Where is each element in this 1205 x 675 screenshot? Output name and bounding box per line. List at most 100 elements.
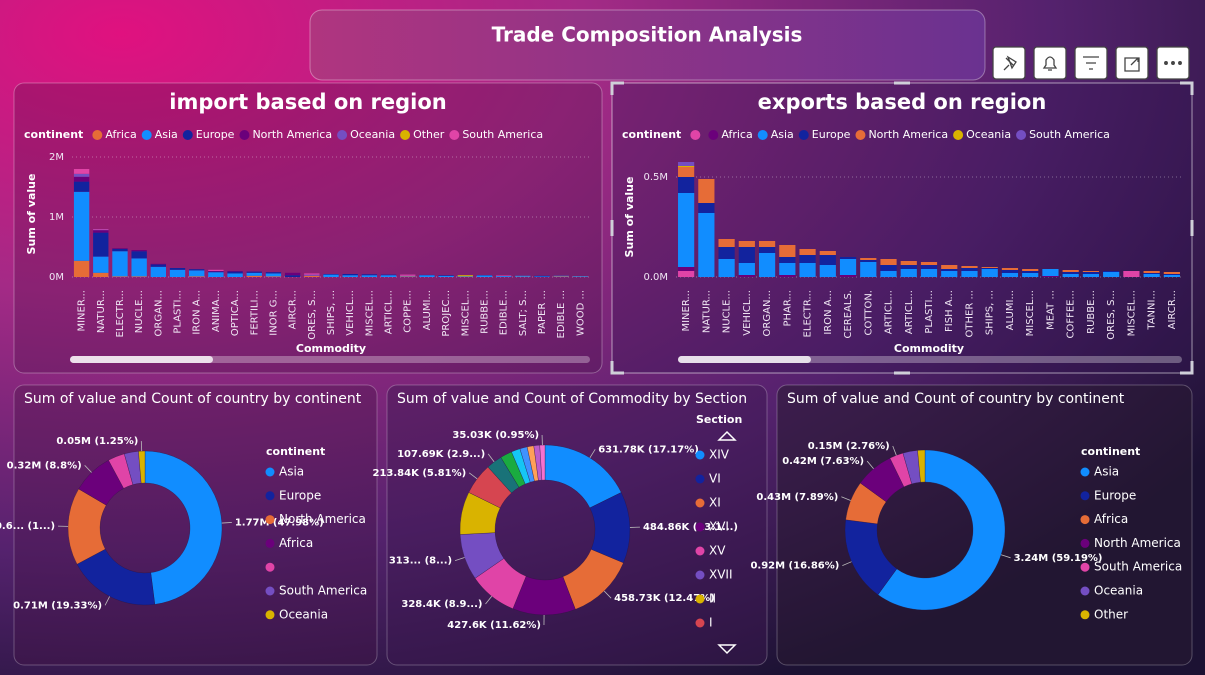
data-label: 313... (8...): [389, 556, 452, 567]
data-label: 0.43M (7.89%): [756, 492, 838, 503]
legend-swatch: [695, 474, 705, 484]
bar-segment: [304, 273, 320, 275]
bar-segment: [779, 275, 796, 277]
bar-segment: [920, 262, 938, 265]
data-label: 427.6K (11.62%): [447, 620, 541, 631]
x-tick-label: WOOD ...: [575, 290, 586, 336]
handle[interactable]: [610, 81, 1194, 375]
bar-segment: [476, 275, 493, 277]
legend-label: Africa: [1094, 512, 1128, 526]
bar-segment: [1042, 276, 1059, 277]
bar-segment: [981, 267, 998, 268]
bar-segment: [457, 275, 473, 277]
bar-segment: [150, 266, 167, 277]
bar-segment: [698, 179, 715, 203]
bar-segment: [1001, 268, 1019, 270]
bar-segment: [1042, 269, 1059, 276]
pin-button[interactable]: [992, 46, 1026, 80]
legend-swatch: [1016, 130, 1027, 140]
bar-segment: [227, 273, 243, 277]
bar-segment: [112, 248, 128, 249]
legend-swatch: [1080, 538, 1090, 548]
bar-segment: [1082, 274, 1100, 277]
bar-segment: [73, 169, 90, 174]
bar-segment: [208, 271, 224, 272]
x-axis-title: Commodity: [296, 342, 366, 355]
legend-swatch: [265, 562, 275, 572]
data-label: 35.03K (0.95%): [452, 430, 539, 441]
x-tick-label: AIRCR...: [1167, 290, 1178, 329]
x-tick-label: COFFEE...: [1066, 290, 1077, 339]
bar-segment: [779, 257, 796, 263]
bar-segment: [323, 274, 339, 275]
legend-swatch: [953, 130, 964, 140]
bar-segment: [419, 275, 435, 277]
x-tick-label: COPPE...: [403, 290, 414, 333]
legend-label: North America: [252, 128, 332, 141]
bar-segment: [93, 229, 109, 231]
bar-segment: [1143, 271, 1160, 273]
bar-segment: [920, 265, 938, 269]
x-tick-label: ELECTR...: [803, 290, 814, 337]
legend-swatch: [695, 594, 705, 604]
bar-segment: [169, 268, 186, 270]
legend-swatch: [265, 467, 275, 477]
bar-segment: [860, 258, 877, 260]
legend-scroll-down[interactable]: [717, 644, 737, 655]
legend-swatch: [265, 515, 275, 525]
legend-swatch: [708, 130, 719, 140]
x-tick-label: MINER...: [681, 290, 692, 332]
bar-segment: [73, 181, 90, 192]
bar-segment: [718, 247, 735, 259]
chart-title: Sum of value and Count of Commodity by S…: [397, 391, 747, 407]
x-tick-label: ANIMA...: [211, 290, 222, 332]
bar-segment: [738, 263, 755, 275]
legend-scroll-up[interactable]: [717, 430, 737, 441]
donut-slice: [144, 450, 223, 605]
focus-button[interactable]: [1115, 46, 1149, 80]
bar-segment: [553, 275, 569, 277]
bar-segment: [380, 275, 397, 277]
legend-label: Asia: [1094, 465, 1119, 479]
x-tick-label: MISCEL...: [364, 290, 375, 336]
data-label: 3.24M (59.19%): [1014, 553, 1103, 564]
bar-segment: [678, 177, 695, 193]
bar-segment: [1022, 271, 1039, 273]
bar-segment: [400, 274, 416, 276]
bar-segment: [1103, 272, 1120, 277]
dot: [1171, 61, 1175, 65]
x-tick-label: ELECTR...: [115, 290, 126, 337]
donut-slice: [138, 450, 146, 484]
leader-line: [841, 496, 851, 501]
bar-segment: [941, 271, 958, 277]
chart-title: Sum of value and Count of country by con…: [787, 391, 1125, 407]
bar-segment: [860, 260, 877, 262]
scrollbar-thumb[interactable]: [678, 356, 811, 363]
bar-segment: [1103, 271, 1120, 272]
legend-swatch: [265, 586, 275, 596]
scrollbar-thumb[interactable]: [70, 356, 213, 363]
bar-segment: [1123, 271, 1140, 277]
x-tick-label: SHIPS, ...: [985, 290, 996, 335]
data-label: 1.77M (47.98%): [235, 517, 324, 528]
bar-segment: [1022, 273, 1039, 277]
y-tick-label: 0.5M: [643, 172, 668, 183]
alert-button[interactable]: [1033, 46, 1067, 80]
x-tick-label: COTTON.: [863, 290, 874, 335]
bar-segment: [1082, 272, 1100, 274]
bar-segment: [208, 269, 224, 271]
legend-title: continent: [24, 128, 83, 141]
bar-segment: [246, 275, 262, 277]
x-tick-label: OTHER ...: [964, 290, 975, 337]
bar-segment: [93, 272, 109, 277]
legend-label: South America: [1094, 560, 1182, 574]
legend-title: continent: [622, 128, 681, 141]
legend-swatch: [239, 130, 250, 140]
bar-segment: [304, 274, 320, 276]
bar-segment: [284, 275, 301, 277]
x-tick-label: ALUMI...: [1005, 290, 1016, 330]
bar-segment: [112, 276, 128, 277]
legend-label: XVI: [709, 520, 729, 534]
bar-segment: [131, 250, 147, 252]
y-tick-label: 0.0M: [643, 272, 668, 283]
